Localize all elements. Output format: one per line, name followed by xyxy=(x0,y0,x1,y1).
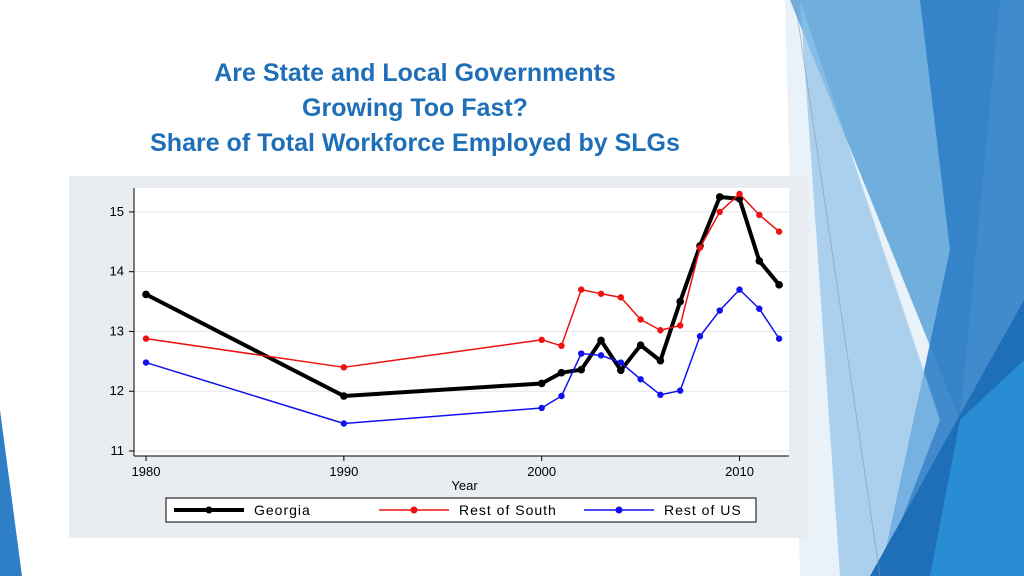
data-point-georgia xyxy=(537,379,546,388)
x-tick-label: 1990 xyxy=(329,464,358,479)
legend-box xyxy=(165,497,757,523)
legend-label: Rest of South xyxy=(459,502,557,518)
x-tick-label: 2000 xyxy=(527,464,556,479)
y-tick-label: 11 xyxy=(111,443,125,458)
data-point-rest-of-us xyxy=(756,305,763,312)
legend-label: Rest of US xyxy=(664,502,742,518)
x-axis-label: Year xyxy=(451,478,478,493)
y-tick-label: 15 xyxy=(110,204,124,219)
data-point-rest-of-us xyxy=(578,350,585,357)
data-point-georgia xyxy=(715,193,724,201)
data-point-rest-of-south xyxy=(756,211,763,219)
y-tick-label: 14 xyxy=(110,264,124,279)
x-tick-label: 2010 xyxy=(725,464,754,479)
legend-swatch-marker xyxy=(205,506,213,514)
data-point-rest-of-south xyxy=(716,208,723,216)
data-point-rest-of-us xyxy=(676,387,684,394)
data-point-rest-of-us xyxy=(558,392,565,400)
x-tick-label: 1980 xyxy=(132,464,161,479)
data-point-rest-of-south xyxy=(617,294,625,301)
data-point-rest-of-us xyxy=(775,335,783,342)
data-point-rest-of-us xyxy=(657,391,664,399)
data-point-georgia xyxy=(577,365,586,374)
data-point-rest-of-south xyxy=(736,190,743,198)
data-point-georgia xyxy=(755,257,764,265)
slide-title-line-2: Growing Too Fast? xyxy=(302,94,528,122)
data-point-rest-of-south xyxy=(597,290,605,297)
data-point-rest-of-south xyxy=(676,322,684,329)
data-point-rest-of-south xyxy=(558,342,565,349)
data-point-rest-of-south xyxy=(142,335,150,342)
legend-swatch-marker xyxy=(410,506,418,514)
data-point-rest-of-us xyxy=(617,359,625,366)
data-point-georgia xyxy=(775,281,783,289)
data-point-rest-of-us xyxy=(716,307,723,314)
data-point-rest-of-south xyxy=(538,336,545,344)
plot-area xyxy=(134,188,789,456)
data-point-rest-of-south xyxy=(340,364,348,371)
data-point-rest-of-us xyxy=(736,286,743,293)
data-point-rest-of-us xyxy=(696,333,704,340)
data-point-rest-of-south xyxy=(775,228,783,235)
data-point-rest-of-south xyxy=(657,327,664,334)
data-point-rest-of-south xyxy=(696,244,704,251)
data-point-rest-of-us xyxy=(538,404,545,412)
y-tick-label: 12 xyxy=(110,383,124,398)
data-point-georgia xyxy=(340,392,348,400)
data-point-rest-of-south xyxy=(578,286,585,293)
data-point-georgia xyxy=(617,366,625,375)
y-tick-label: 13 xyxy=(110,323,124,338)
data-point-rest-of-us xyxy=(637,376,644,383)
slide-title-line-1: Are State and Local Governments xyxy=(214,59,616,87)
data-point-georgia xyxy=(597,336,605,345)
data-point-rest-of-south xyxy=(637,316,644,323)
slide-title-line-3: Share of Total Workforce Employed by SLG… xyxy=(150,129,680,157)
data-point-georgia xyxy=(557,368,566,377)
data-point-georgia xyxy=(636,341,645,350)
data-point-rest-of-us xyxy=(597,352,605,359)
legend-swatch-marker xyxy=(615,506,623,514)
data-point-georgia xyxy=(656,356,665,365)
data-point-rest-of-us xyxy=(142,359,150,366)
data-point-rest-of-us xyxy=(340,420,348,427)
data-point-georgia xyxy=(142,290,150,299)
legend-label: Georgia xyxy=(254,502,311,518)
data-point-georgia xyxy=(676,297,684,306)
line-chart: 11 12 13 14 15 1980 1990 2000 2010 Year Georgia Res… xyxy=(110,188,789,523)
